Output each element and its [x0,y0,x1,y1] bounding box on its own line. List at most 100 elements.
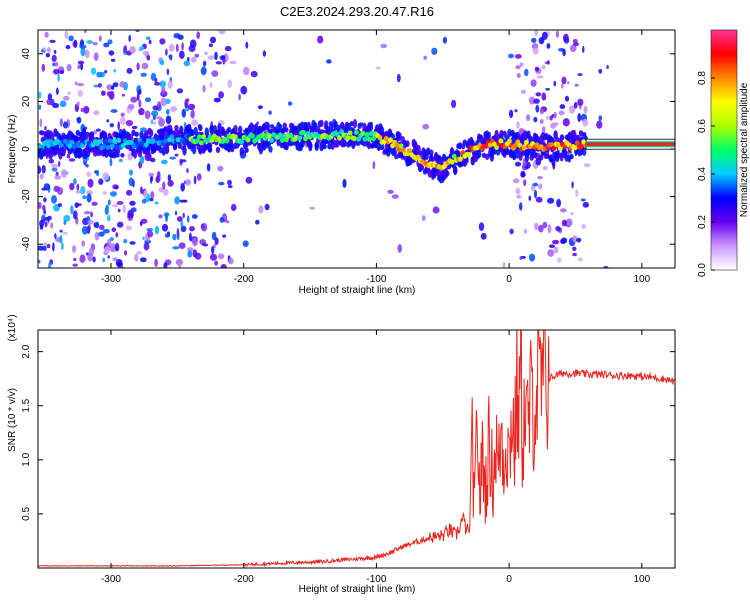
spectrogram-noise-cell [572,235,578,243]
spectrogram-noise-cell [38,91,42,99]
spectrogram-noise-cell [96,221,99,229]
spectrogram-noise-cell [38,259,41,264]
spectrogram-noise-cell [176,231,180,241]
spectrogram-ridge-cell [69,139,75,145]
spectrogram-ridge-cell [288,132,294,138]
spectrogram-noise-cell [79,44,87,49]
spectrogram-ridge-halo [164,145,170,153]
spectrogram-noise-cell [174,153,179,157]
spectrogram-noise-cell [170,106,177,112]
spectrogram-ridge-cell [103,139,109,145]
spectrogram-noise-cell [90,67,97,75]
spectrogram-noise-cell [372,161,376,170]
spectrogram-noise-cell [556,257,562,263]
spectrogram-ridge-halo [494,129,499,140]
spectrogram-noise-cell [211,231,217,241]
spectrogram-noise-cell [93,52,99,61]
spectrogram-noise-cell [512,178,520,184]
spectrogram-noise-cell [94,231,100,241]
colorbar-tick-label: 0.6 [697,119,708,133]
spectrogram-noise-cell [535,104,540,113]
spectrogram-ridge-halo [476,150,482,159]
spectrogram-ridge-halo [453,168,458,174]
spectrogram-noise-cell [105,204,109,211]
colorbar: 0.0 0.2 0.4 0.6 0.8 Normalized spectral ampl… [697,29,750,277]
spectrogram-noise-cell [577,113,582,122]
spectrogram-noise-cell [42,204,46,211]
spectrogram-ridge-cell [107,138,113,144]
spectrogram-noise-cell [49,39,56,44]
spectrogram-noise-cell [51,195,57,204]
spectrogram-noise-cell [59,100,67,108]
spectrogram-noise-cell [154,258,159,267]
spectrogram-noise-cell [154,78,158,83]
spectrogram-noise-cell [571,181,574,189]
spectrogram-ridge-halo [193,126,198,136]
spectrogram-noise-cell [227,179,232,186]
spectrogram-noise-cell [182,212,185,219]
spectrogram-noise-cell [64,30,69,39]
spectrogram-noise-cell [161,223,169,232]
spectrogram-noise-cell [221,55,226,60]
spectrogram-noise-cell [580,198,586,202]
spectrogram-noise-cell [572,38,578,44]
spectrogram-noise-cell [529,253,536,262]
spectrogram-noise-cell [538,183,543,190]
spectrogram-noise-cell [186,168,189,174]
spectrogram-noise-cell [99,224,105,230]
spectrogram-noise-cell [526,114,531,122]
spectrogram-noise-cell [509,109,514,119]
spectrogram-ridge-cell [194,138,200,144]
spectrogram-ridge-cell [551,145,557,151]
spectrogram-ridge-cell [557,145,563,151]
spectrogram-noise-cell [397,244,403,253]
spectrogram-noise-cell [72,210,78,220]
spectrogram-noise-cell [129,241,136,245]
spectrogram-noise-cell [134,253,139,262]
spectrogram-noise-cell [502,261,506,268]
spectrogram-noise-cell [190,109,195,119]
snr-y-tick-label: 1.5 [21,398,32,412]
spectrogram-noise-cell [106,238,112,248]
spectrogram-noise-cell [86,171,92,178]
spectrogram-noise-cell [136,92,140,101]
spectrogram-noise-cell [582,201,589,208]
spectrogram-noise-cell [287,101,293,106]
spectrogram-noise-cell [129,200,136,206]
spectrogram-noise-cell [59,70,64,75]
spectrogram-ridge-halo [56,132,61,138]
spectrogram-noise-cell [87,252,93,262]
spectrogram-ridge-cell [169,134,175,140]
spectrogram-ridge-halo [120,152,125,158]
spectrogram-noise-cell [515,65,521,70]
figure-title: C2E3.2024.293.20.47.R16 [280,4,434,19]
spectrogram-noise-cell [80,186,86,195]
spectrogram-noise-cell [121,93,125,97]
spectrogram-ridge-cell [449,159,455,165]
spectrogram-noise-cell [98,231,105,237]
spectrogram-noise-cell [102,229,110,234]
spectrogram-noise-cell [67,91,72,95]
spectrogram-noise-cell [547,197,555,204]
spectrogram-ridge-halo [539,155,544,161]
spectrogram-noise-cell [196,31,201,39]
spectrogram-noise-cell [553,246,559,254]
spectrogram-noise-cell [562,118,570,127]
spectrogram-noise-cell [561,76,567,85]
spectrogram-noise-cell [534,189,537,199]
spectrogram-noise-cell [179,158,183,165]
spectrogram-noise-cell [39,118,43,128]
spectrogram-noise-cell [533,98,540,104]
spectrogram-noise-cell [43,47,46,51]
spectrogram-y-tick-label: 40 [21,48,32,60]
spectrogram-noise-cell [541,64,546,70]
spectrogram-noise-cell [163,91,168,96]
spectrogram-noise-cell [561,237,568,244]
spectrogram-noise-cell [150,119,154,125]
spectrogram-noise-cell [192,237,198,247]
spectrogram-ridge-halo [569,154,574,160]
spectrogram-noise-cell [560,208,567,213]
spectrogram-noise-cell [583,163,591,168]
spectrogram-noise-cell [582,45,585,54]
